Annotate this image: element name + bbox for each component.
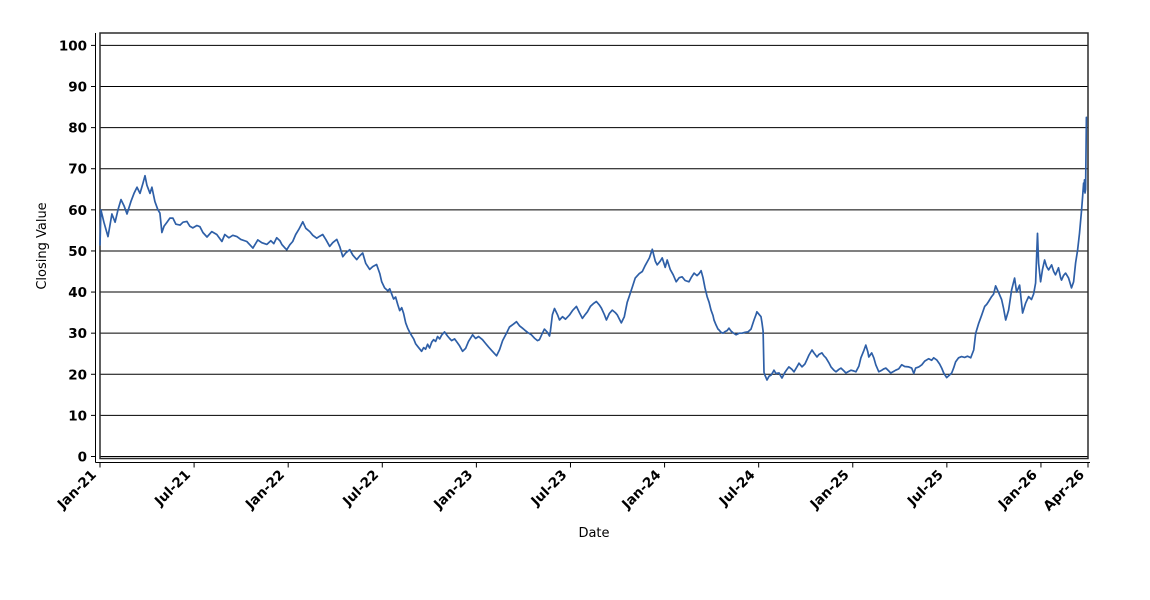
x-tick-label: Jan-21 [54, 467, 100, 513]
y-tick-label: 100 [59, 38, 87, 54]
y-tick-label: 60 [68, 203, 87, 219]
x-tick-label: Jan-23 [430, 467, 476, 513]
x-tick-label: Jul-22 [339, 467, 382, 510]
y-axis-tick-labels: 0 10 20 30 40 50 60 70 80 90 100 [59, 38, 87, 465]
x-tick-label: Jul-24 [716, 467, 759, 510]
y-tick-label: 10 [68, 408, 87, 424]
y-tick-label: 30 [68, 326, 87, 342]
x-axis-tick-labels: Jan-21 Jul-21 Jan-22 Jul-22 Jan-23 Jul-23 Jan-… [54, 467, 1088, 514]
y-tick-label: 50 [68, 244, 87, 260]
closing-value-line [99, 116, 1088, 381]
y-tick-label: 20 [68, 367, 87, 383]
series [99, 116, 1088, 381]
y-tick-label: 40 [68, 285, 87, 301]
y-tick-label: 80 [68, 121, 87, 137]
gridlines [100, 44, 1088, 457]
x-tick-label: Jul-21 [151, 467, 194, 510]
y-tick-label: 0 [78, 450, 87, 466]
y-tick-label: 70 [68, 162, 87, 178]
x-tick-label: Jan-25 [807, 467, 853, 513]
y-tick-label: 90 [68, 80, 87, 96]
x-tick-label: Jan-24 [618, 467, 664, 513]
x-tick-label: Apr-26 [1040, 467, 1087, 514]
x-axis-title: Date [578, 526, 609, 541]
x-tick-label: Jan-22 [242, 467, 288, 513]
plot-border [99, 32, 1089, 460]
x-tick-label: Jul-25 [904, 467, 947, 510]
x-tick-label: Jan-26 [995, 467, 1041, 513]
x-tick-label: Jul-23 [527, 467, 570, 510]
axes [91, 32, 1090, 468]
y-axis-title: Closing Value [35, 202, 50, 289]
